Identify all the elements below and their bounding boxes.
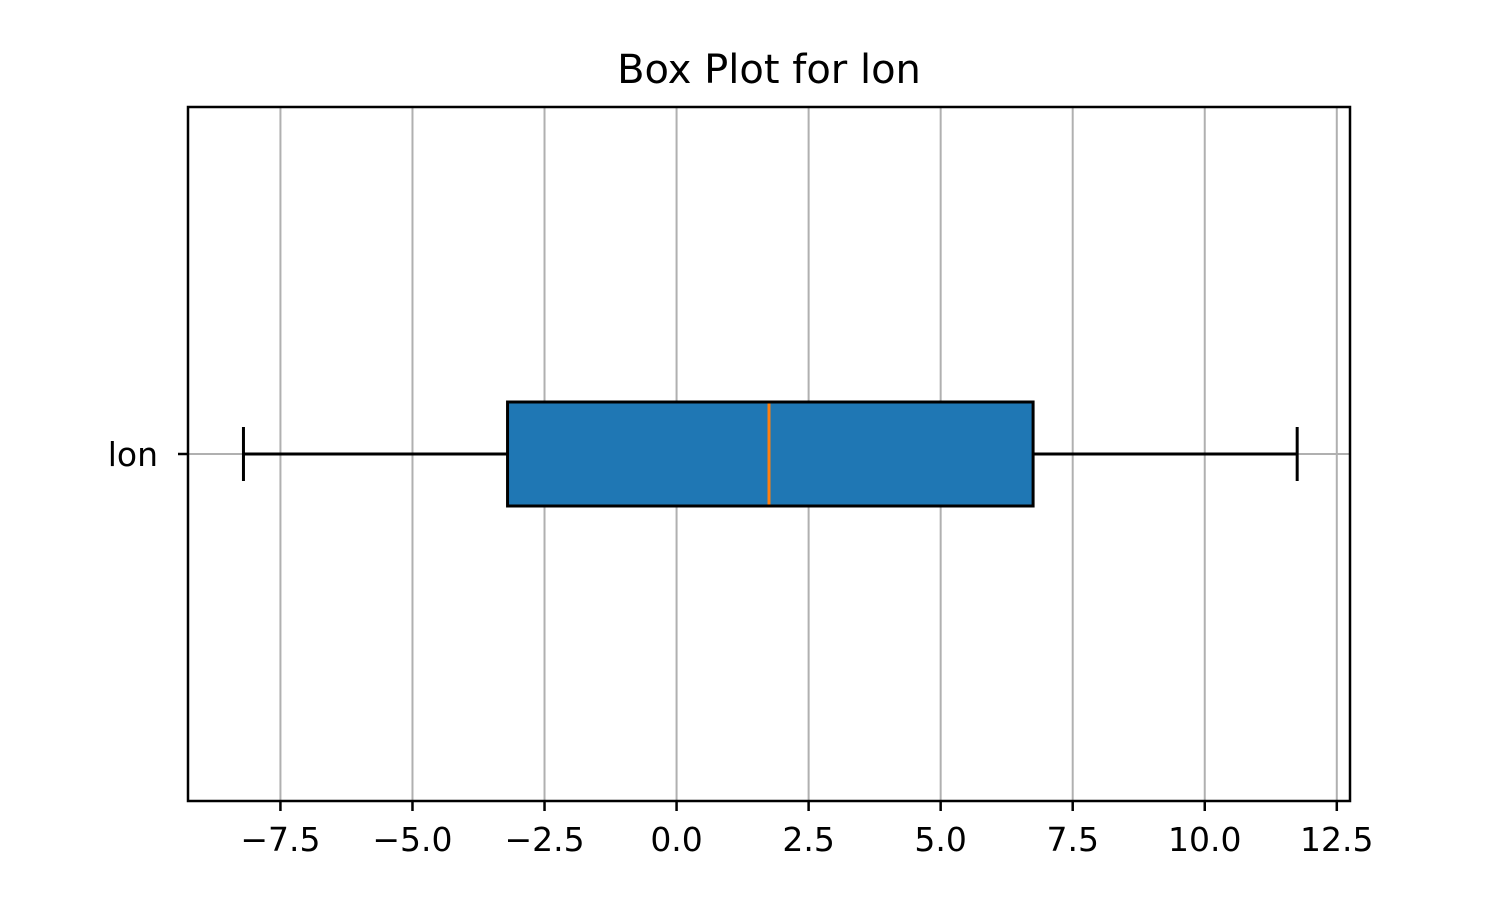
x-tick-label: −7.5: [240, 820, 320, 859]
y-axis-ticks: lon: [108, 435, 188, 474]
x-tick-label: 10.0: [1168, 820, 1241, 859]
x-tick-label: −5.0: [372, 820, 452, 859]
x-axis-ticks: −7.5 −5.0 −2.5 0.0 2.5 5.0 7.5 10.0 12.5: [240, 801, 1374, 859]
chart-title: Box Plot for lon: [617, 47, 921, 93]
y-tick-label: lon: [108, 435, 158, 474]
x-tick-label: 12.5: [1300, 820, 1373, 859]
x-tick-label: −2.5: [504, 820, 584, 859]
x-tick-label: 2.5: [782, 820, 834, 859]
x-tick-label: 5.0: [914, 820, 966, 859]
box-plot-group: [241, 400, 1299, 508]
x-tick-label: 7.5: [1046, 820, 1098, 859]
x-tick-label: 0.0: [650, 820, 702, 859]
